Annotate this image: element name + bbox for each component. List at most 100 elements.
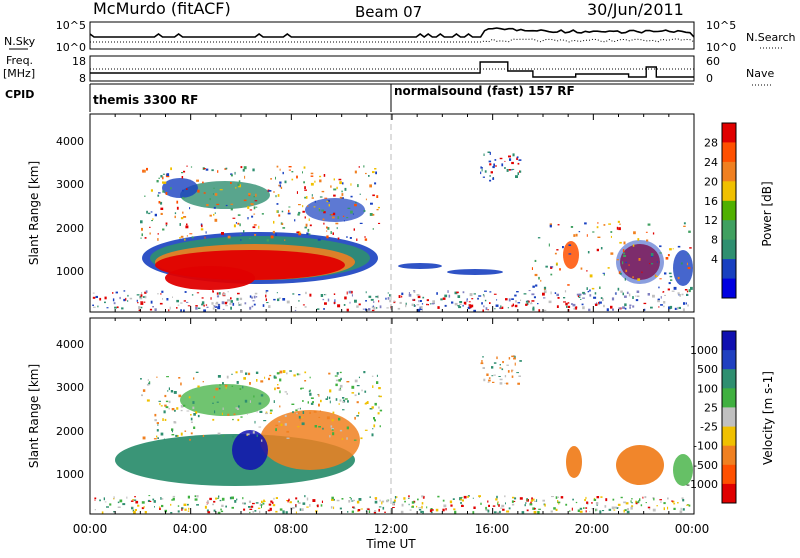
- power-ground-scatter: [687, 304, 689, 307]
- velocity-sparse-echo: [374, 402, 377, 406]
- velocity-ground-scatter: [585, 510, 587, 513]
- power-east-scatter: [597, 222, 599, 224]
- power-sparse-echo: [298, 232, 302, 236]
- velocity-ground-scatter: [420, 510, 424, 512]
- power-sparse-echo: [278, 184, 282, 187]
- power-ground-scatter: [144, 295, 147, 299]
- power-ground-scatter: [323, 294, 326, 296]
- power-echo-upper-3: [305, 198, 365, 222]
- power-ground-scatter: [514, 294, 517, 297]
- velocity-ground-scatter: [254, 510, 257, 512]
- velocity-ylabel: Slant Range [km]: [27, 364, 41, 468]
- velocity-ground-scatter: [271, 501, 274, 504]
- velocity-ground-scatter: [557, 496, 559, 498]
- velocity-sparse-echo: [379, 425, 381, 428]
- power-east-scatter: [623, 241, 626, 245]
- power-ground-scatter: [115, 291, 118, 294]
- power-ground-scatter: [413, 304, 415, 307]
- power-sparse-echo: [268, 190, 272, 192]
- power-sparse-echo: [234, 171, 236, 175]
- velocity-ground-scatter: [617, 503, 621, 506]
- velocity-ytick-3000: 3000: [56, 381, 84, 394]
- power-ground-scatter: [368, 308, 371, 311]
- velocity-sparse-echo: [317, 394, 319, 396]
- velocity-sparse-echo: [192, 406, 195, 410]
- power-sparse-echo: [337, 237, 340, 240]
- velocity-ground-scatter: [122, 503, 126, 506]
- power-sparse-echo: [302, 205, 304, 208]
- power-ground-scatter: [154, 308, 157, 311]
- velocity-sparse-echo: [354, 416, 356, 420]
- velocity-sparse-echo: [163, 438, 165, 440]
- power-ground-scatter: [411, 303, 414, 306]
- velocity-sparse-echo: [363, 371, 366, 374]
- power-sparse-echo: [276, 210, 278, 213]
- velocity-sparse-echo: [180, 382, 182, 386]
- power-sparse-echo: [235, 187, 237, 189]
- power-sparse-echo: [242, 169, 245, 172]
- velocity-sparse-echo: [170, 390, 174, 393]
- power-sparse-echo: [255, 193, 257, 197]
- power-ground-scatter: [172, 296, 173, 298]
- power-ground-scatter: [669, 305, 673, 309]
- power-sparse-echo: [318, 208, 321, 210]
- power-east-scatter: [687, 267, 691, 270]
- power-ground-scatter: [218, 292, 221, 295]
- power-ground-scatter: [596, 302, 598, 305]
- power-ground-scatter: [468, 304, 471, 306]
- power-east-scatter: [617, 287, 620, 291]
- velocity-echo-orange: [260, 410, 360, 470]
- power-sparse-echo: [307, 228, 310, 232]
- velocity-ground-scatter: [686, 504, 689, 506]
- velocity-sparse-echo: [171, 408, 175, 411]
- power-sparse-echo: [297, 213, 300, 216]
- power-sparse-echo: [330, 213, 333, 216]
- velocity-ground-scatter: [113, 511, 115, 513]
- velocity-sparse-echo: [238, 405, 240, 408]
- velocity-ground-scatter: [620, 496, 623, 499]
- power-ground-scatter: [567, 305, 571, 308]
- power-ground-scatter: [538, 309, 541, 312]
- power-sparse-echo: [247, 206, 250, 209]
- power-sparse-echo: [253, 206, 256, 210]
- power-sparse-echo: [232, 217, 236, 219]
- velocity-sparse-echo: [162, 418, 164, 421]
- power-ground-scatter: [161, 290, 164, 293]
- power-ground-scatter: [230, 306, 232, 310]
- velocity-ground-scatter: [316, 504, 319, 508]
- velocity-sparse-echo: [217, 432, 221, 435]
- power-sparse-echo: [275, 233, 278, 236]
- power-far-echo: [492, 166, 495, 169]
- power-ground-scatter: [150, 300, 153, 304]
- power-sparse-echo: [288, 166, 292, 168]
- power-colorbar-swatch-8: [722, 278, 736, 299]
- velocity-sparse-echo: [171, 434, 175, 436]
- power-ground-scatter: [466, 299, 468, 302]
- velocity-ground-scatter: [595, 502, 599, 505]
- power-ground-scatter: [298, 300, 300, 302]
- velocity-sparse-echo: [180, 405, 184, 408]
- power-ground-scatter: [203, 304, 205, 307]
- power-ground-scatter: [499, 307, 501, 309]
- velocity-ground-scatter: [279, 508, 283, 511]
- power-ground-scatter: [239, 297, 243, 301]
- velocity-ground-scatter: [569, 510, 571, 512]
- velocity-ground-scatter: [242, 502, 245, 505]
- velocity-sparse-echo: [309, 376, 311, 379]
- velocity-ytick-2000: 2000: [56, 425, 84, 438]
- power-ground-scatter: [418, 300, 420, 303]
- power-ground-scatter: [417, 308, 421, 312]
- velocity-ground-scatter: [257, 507, 261, 509]
- velocity-colorbar-tick-label-2: 100: [697, 382, 718, 395]
- power-ground-scatter: [578, 293, 582, 296]
- power-ground-scatter: [582, 297, 585, 299]
- power-far-echo: [480, 171, 482, 175]
- power-east-scatter: [641, 271, 643, 274]
- power-sparse-echo: [205, 168, 209, 171]
- power-sparse-echo: [311, 197, 314, 199]
- velocity-sparse-echo: [318, 394, 320, 397]
- velocity-ytick-4000: 4000: [56, 338, 84, 351]
- power-sparse-echo: [372, 213, 375, 216]
- velocity-sparse-echo: [373, 424, 376, 428]
- velocity-sparse-echo: [164, 418, 167, 421]
